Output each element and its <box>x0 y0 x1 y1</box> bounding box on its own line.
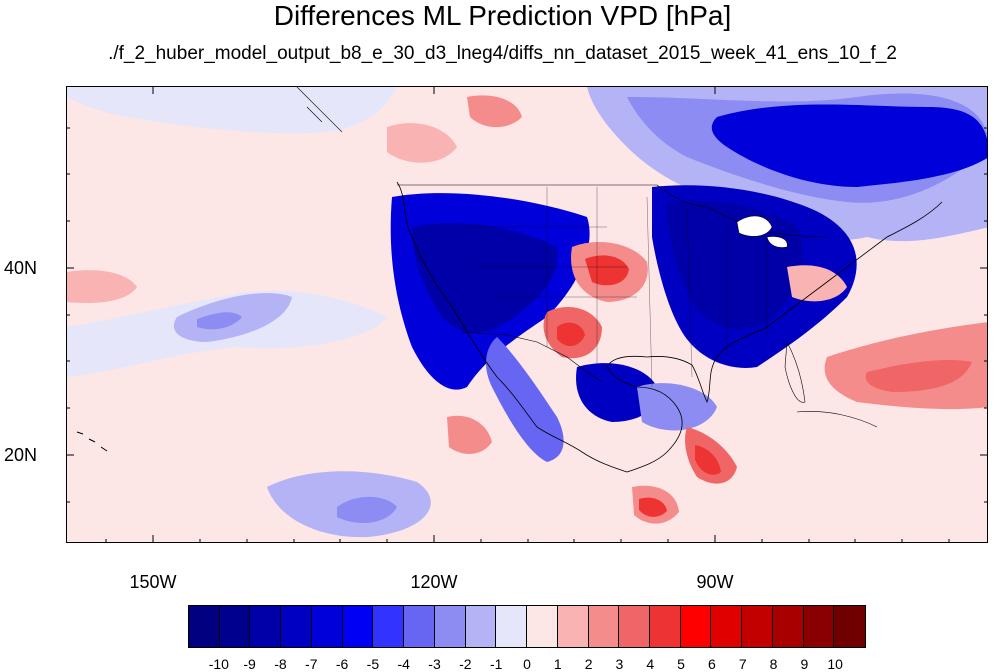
map-subtitle: ./f_2_huber_model_output_b8_e_30_d3_lneg… <box>108 43 897 64</box>
field-red-plains-core <box>585 255 629 286</box>
colorbar-swatch <box>373 606 405 647</box>
colorbar-tick-label: 4 <box>646 656 655 672</box>
colorbar-tick-label: 5 <box>677 656 685 672</box>
field-red-atlantic <box>787 265 847 302</box>
field-red-north-core <box>467 95 522 128</box>
great-lakes <box>736 215 788 248</box>
colorbar-tick-label: 9 <box>800 656 809 672</box>
cuba <box>796 411 878 428</box>
colorbar-swatch <box>650 606 681 647</box>
colorbar-tick-label: 2 <box>584 656 593 672</box>
colorbar-tick-label: 1 <box>553 656 562 672</box>
colorbar-swatch <box>189 606 220 647</box>
vpd-difference-field <box>67 87 987 542</box>
colorbar-swatch <box>680 606 712 647</box>
colorbar-tick-label: 8 <box>769 656 778 672</box>
lat-label-40n: 40N <box>4 258 38 278</box>
lon-label-120w: 120W <box>410 572 458 592</box>
colorbar-tick-label: -9 <box>243 656 256 672</box>
colorbar-tick-label: -5 <box>366 656 380 672</box>
colorbar-swatch <box>281 606 312 647</box>
alaska-coast <box>296 87 343 133</box>
colorbar-swatch <box>803 606 835 647</box>
colorbar-swatch <box>834 606 866 647</box>
field-blue-west-us-core <box>412 223 558 333</box>
field-blue-gulf <box>576 363 658 422</box>
field-red-west-pacific <box>67 270 137 304</box>
colorbar-tick-label: -6 <box>335 656 349 672</box>
colorbar-tick-label: -7 <box>305 656 318 672</box>
lon-label-90w: 90W <box>696 572 734 592</box>
lon-label-150w: 150W <box>129 572 177 592</box>
colorbar-tick-label: 0 <box>523 656 531 672</box>
florida <box>784 340 806 403</box>
colorbar-swatch <box>311 606 343 647</box>
colorbar-tick-label: -3 <box>428 656 441 672</box>
colorbar-tick-label: 6 <box>708 656 716 672</box>
colorbar-swatch <box>557 606 589 647</box>
us-canada-border <box>397 184 828 238</box>
colorbar-swatch <box>772 606 804 647</box>
field-red-caribbean-core <box>865 360 972 392</box>
colorbar-swatch <box>250 606 282 647</box>
field-blue-mexico <box>485 337 564 462</box>
colorbar-swatch <box>619 606 651 647</box>
colorbar-tick-label: -1 <box>489 656 503 672</box>
colorbar-tick-label: 7 <box>738 656 747 672</box>
colorbar-swatch <box>465 606 497 647</box>
field-red-north <box>387 123 457 163</box>
field-red-pacific-south <box>447 415 492 454</box>
north-america-coastline <box>396 181 943 473</box>
field-blue-south-pacific-core <box>337 496 397 523</box>
field-blue-nw-pacific <box>67 87 397 134</box>
colorbar-tick-label: -8 <box>274 656 287 672</box>
colorbar-swatch <box>434 606 466 647</box>
field-blue-pacific-core2 <box>197 312 242 330</box>
colorbar-swatch <box>588 606 620 647</box>
map-title: Differences ML Prediction VPD [hPa] <box>273 0 732 31</box>
colorbar-tick-label: 10 <box>827 656 843 672</box>
field-blue-canada-strong <box>711 104 987 187</box>
hawaii-islands <box>76 431 108 452</box>
lat-label-20n: 20N <box>4 445 38 465</box>
colorbar-tick-label: -2 <box>459 656 472 672</box>
colorbar-tick-label: -4 <box>397 656 410 672</box>
colorbar-tick-label: 3 <box>615 656 624 672</box>
field-red-texas-core <box>557 322 585 347</box>
us-mexico-border <box>461 331 603 383</box>
colorbar-swatch <box>527 606 558 647</box>
colorbar-tick-label: -10 <box>208 656 229 672</box>
colorbar-swatch <box>404 606 435 647</box>
colorbar-swatch <box>496 606 528 647</box>
colorbar-swatch <box>711 606 743 647</box>
colorbar-swatch <box>742 606 773 647</box>
field-blue-east-us-core <box>667 200 803 330</box>
field-red-central-am-core <box>695 445 721 475</box>
colorbar-swatch <box>342 606 374 647</box>
colorbar-swatch <box>219 606 251 647</box>
state-lines <box>467 187 768 388</box>
field-red-mexico-pacific-core <box>639 497 667 517</box>
colorbar <box>188 605 866 648</box>
map-plot-area <box>66 86 988 543</box>
